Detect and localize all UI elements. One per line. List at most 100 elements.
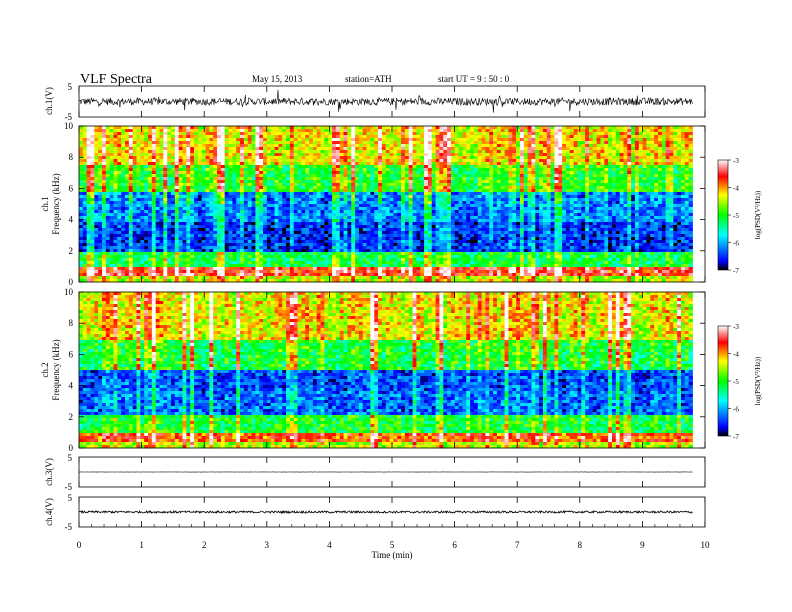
spectrogram-cell: [504, 177, 509, 181]
spectrogram-cell: [401, 165, 406, 169]
spectrogram-cell: [401, 132, 406, 136]
spectrogram-cell: [539, 132, 544, 136]
spectrogram-cell: [228, 216, 233, 220]
spectrogram-cell: [121, 210, 126, 214]
spectrogram-cell: [542, 186, 548, 190]
spectrogram-cell: [370, 180, 375, 184]
spectrogram-cell: [481, 189, 486, 193]
spectrogram-cell: [546, 195, 552, 199]
spectrogram-cell: [565, 186, 571, 190]
spectrogram-cell: [297, 198, 302, 202]
spectrogram-cell: [320, 195, 325, 199]
spectrogram-cell: [232, 132, 237, 136]
spectrogram-cell: [167, 201, 172, 205]
spectrogram-cell: [90, 138, 95, 142]
spectrogram-cell: [600, 162, 605, 166]
spectrogram-cell: [627, 144, 632, 148]
spectrogram-cell: [259, 126, 264, 130]
spectrogram-cell: [592, 132, 598, 136]
spectrogram-cell: [581, 156, 586, 160]
spectrogram-cell: [167, 177, 172, 181]
spectrogram-cell: [251, 162, 256, 166]
spectrogram-cell: [113, 156, 118, 160]
spectrogram-cell: [592, 174, 598, 178]
spectrogram-cell: [297, 129, 302, 133]
spectrogram-cell: [378, 177, 383, 181]
spectrogram-cell: [443, 162, 448, 166]
spectrogram-cell: [358, 210, 364, 214]
spectrogram-cell: [565, 192, 571, 196]
spectrogram-cell: [102, 144, 107, 148]
spectrogram-cell: [297, 189, 302, 193]
spectrogram-cell: [243, 201, 249, 205]
spectrogram-cell: [274, 192, 279, 196]
spectrogram-cell: [619, 186, 624, 190]
spectrogram-cell: [243, 204, 249, 208]
spectrogram-cell: [477, 189, 482, 193]
spectrogram-cell: [642, 210, 647, 214]
spectrogram-cell: [94, 162, 99, 166]
spectrogram-cell: [282, 153, 287, 157]
spectrogram-cell: [680, 168, 686, 172]
spectrogram-cell: [473, 171, 479, 175]
spectrogram-cell: [297, 177, 302, 181]
spectrogram-cell: [282, 198, 287, 202]
spectrogram-cell: [477, 204, 482, 208]
spectrogram-cell: [508, 192, 513, 196]
spectrogram-cell: [240, 195, 245, 199]
spectrogram-cell: [297, 126, 302, 130]
spectrogram-cell: [270, 132, 275, 136]
spectrogram-cell: [266, 138, 272, 142]
spectrogram-cell: [500, 213, 505, 217]
spectrogram-cell: [347, 138, 352, 142]
spectrogram-cell: [220, 144, 226, 148]
spectrogram-cell: [393, 165, 398, 169]
spectrogram-cell: [489, 126, 494, 130]
spectrogram-cell: [320, 216, 325, 220]
spectrogram-cell: [178, 153, 183, 157]
spectrogram-cell: [98, 165, 103, 169]
spectrogram-cell: [431, 147, 436, 151]
spectrogram-cell: [523, 153, 528, 157]
spectrogram-cell: [121, 132, 126, 136]
spectrogram-cell: [485, 171, 490, 175]
spectrogram-cell: [565, 132, 571, 136]
spectrogram-cell: [301, 150, 306, 154]
spectrogram-cell: [197, 195, 203, 199]
spectrogram-cell: [473, 216, 479, 220]
spectrogram-cell: [289, 138, 295, 142]
spectrogram-cell: [573, 216, 578, 220]
spectrogram-cell: [125, 156, 130, 160]
spectrogram-cell: [358, 192, 364, 196]
spectrogram-cell: [542, 201, 548, 205]
spectrogram-cell: [102, 126, 107, 130]
spectrogram-cell: [243, 216, 249, 220]
spectrogram-cell: [569, 168, 575, 172]
spectrogram-cell: [201, 168, 206, 172]
spectrogram-cell: [117, 129, 122, 133]
spectrogram-cell: [163, 165, 168, 169]
spectrogram-cell: [581, 165, 586, 169]
spectrogram-cell: [493, 180, 498, 184]
spectrogram-cell: [236, 165, 241, 169]
spectrogram-cell: [516, 201, 521, 205]
spectrogram-cell: [358, 156, 364, 160]
spectrogram-cell: [332, 168, 337, 172]
spectrogram-cell: [182, 180, 187, 184]
spectrogram-cell: [435, 183, 440, 187]
spectrogram-cell: [282, 213, 287, 217]
spectrogram-cell: [485, 153, 490, 157]
spectrogram-cell: [558, 159, 563, 163]
spectrogram-cell: [174, 132, 180, 136]
spectrogram-cell: [220, 216, 226, 220]
spectrogram-cell: [493, 189, 498, 193]
spectrogram-cell: [592, 189, 598, 193]
spectrogram-cell: [401, 171, 406, 175]
spectrogram-cell: [416, 207, 421, 211]
spectrogram-cell: [182, 198, 187, 202]
spectrogram-cell: [105, 165, 111, 169]
spectrogram-cell: [251, 132, 256, 136]
spectrogram-cell: [604, 135, 609, 139]
spectrogram-cell: [615, 213, 621, 217]
spectrogram-cell: [190, 171, 195, 175]
